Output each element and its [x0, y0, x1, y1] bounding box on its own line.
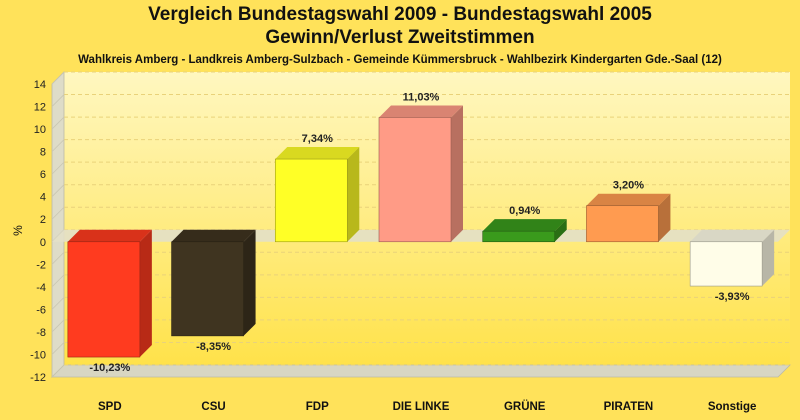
data-label: 7,34% — [302, 133, 333, 145]
data-label: 11,03% — [403, 91, 440, 103]
gridline-side — [51, 297, 65, 310]
bar-side — [243, 229, 256, 336]
data-label: -10,23% — [89, 362, 130, 374]
gridline-side — [51, 252, 65, 265]
bar-top — [275, 147, 360, 160]
x-tick-label: FDP — [306, 401, 329, 413]
y-tick-label: 4 — [40, 192, 46, 204]
gridline-side — [51, 319, 65, 333]
gridline-side — [51, 116, 65, 130]
gridline-side — [51, 364, 65, 378]
bar-front — [378, 117, 452, 243]
chart-title: Vergleich Bundestagswahl 2009 - Bundesta… — [148, 4, 652, 25]
bar-fdp — [274, 147, 360, 243]
bar-sonstige — [689, 229, 775, 287]
x-tick-label: PIRATEN — [604, 401, 654, 413]
bar-side — [762, 229, 775, 287]
y-tick-label: 6 — [40, 169, 46, 181]
bar-piraten — [586, 193, 671, 243]
bar-side — [347, 147, 360, 242]
x-tick-label: DIE LINKE — [393, 401, 450, 413]
x-tick-label: CSU — [201, 401, 225, 413]
bar-spd — [67, 229, 152, 358]
y-tick-label: -4 — [36, 282, 46, 294]
x-tick-label: GRÜNE — [504, 400, 546, 413]
bar-front — [171, 241, 244, 337]
bar-front — [482, 230, 556, 243]
bar-side — [658, 193, 671, 242]
bar-top — [482, 219, 567, 232]
bar-top — [379, 105, 463, 118]
bar-top — [67, 229, 152, 242]
plot-side-wall — [51, 71, 65, 378]
data-label: 3,20% — [613, 180, 644, 192]
y-tick-label: 14 — [34, 79, 46, 91]
bar-front — [689, 241, 763, 287]
y-tick-label: 10 — [34, 124, 46, 136]
bar-top — [586, 193, 671, 206]
gridline-side — [51, 184, 65, 197]
bar-gr-ne — [482, 219, 567, 243]
x-tick-label: SPD — [98, 401, 122, 413]
gridline-side — [51, 206, 65, 220]
x-tick-label: Sonstige — [708, 401, 757, 413]
gridline-side — [51, 139, 65, 152]
y-tick-label: 12 — [34, 102, 46, 114]
y-tick-label: -10 — [30, 349, 46, 361]
data-label: 0,94% — [509, 205, 540, 217]
bar-side — [554, 219, 567, 242]
gridline-side — [51, 161, 65, 175]
bar-top — [690, 229, 775, 242]
gridline-side — [51, 342, 65, 355]
bar-front — [67, 241, 141, 358]
bar-die-linke — [378, 105, 463, 243]
bar-csu — [171, 229, 256, 337]
bar-side — [139, 229, 152, 358]
gridline-side — [51, 71, 65, 85]
y-tick-label: 2 — [40, 214, 46, 226]
data-label: -3,93% — [715, 291, 750, 303]
data-label: -8,35% — [196, 341, 231, 353]
chart-subtitle: Gewinn/Verlust Zweitstimmen — [265, 27, 535, 48]
bar-front — [586, 205, 659, 243]
bar-top — [171, 229, 256, 242]
plot-floor — [51, 364, 791, 378]
y-tick-label: 0 — [40, 237, 46, 249]
y-tick-label: -8 — [36, 327, 46, 339]
y-tick-label: -12 — [30, 372, 46, 384]
bar-front — [274, 158, 348, 243]
y-tick-label: -2 — [36, 259, 46, 271]
y-axis-label: % — [11, 225, 25, 236]
y-tick-label: -6 — [36, 304, 46, 316]
chart-district-caption: Wahlkreis Amberg - Landkreis Amberg-Sulz… — [78, 54, 722, 66]
y-tick-label: 8 — [40, 147, 46, 159]
gridline-side — [51, 94, 65, 107]
gridline-side — [51, 274, 65, 288]
bar-side — [451, 105, 463, 242]
